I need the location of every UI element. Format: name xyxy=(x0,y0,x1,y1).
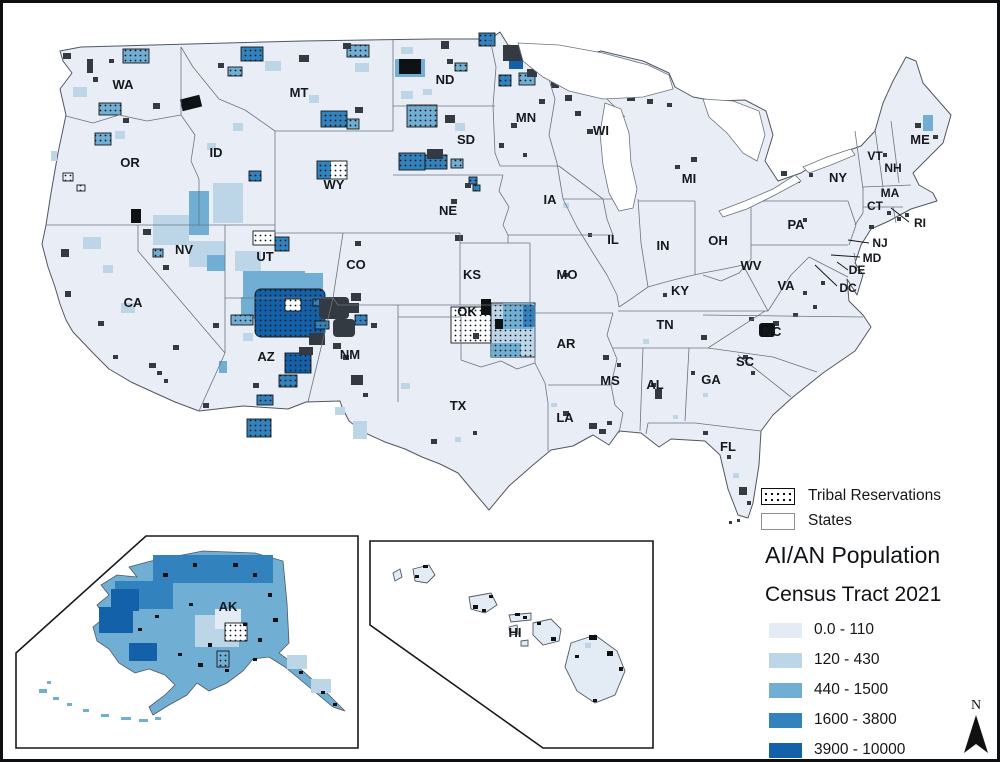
state-label-sc: SC xyxy=(736,354,755,369)
state-label-va: VA xyxy=(777,278,795,293)
class-label-3: 440 - 1500 xyxy=(814,681,889,698)
states-label: States xyxy=(808,512,852,529)
state-label-tn: TN xyxy=(656,317,673,332)
class-label-5: 3900 - 10000 xyxy=(814,741,906,758)
state-label-ok: OK xyxy=(457,304,477,319)
hawaii-inset: HI xyxy=(369,540,654,749)
black-tract-blobs xyxy=(131,59,775,337)
state-label-az: AZ xyxy=(257,349,274,364)
north-arrow: N xyxy=(964,698,988,753)
state-label-ar: AR xyxy=(557,336,576,351)
state-label-nc: NC xyxy=(763,324,782,339)
state-label-hi: HI xyxy=(509,625,522,640)
state-label-tx: TX xyxy=(450,398,467,413)
state-label-pa: PA xyxy=(787,217,805,232)
state-label-fl: FL xyxy=(720,439,736,454)
state-label-vt: VT xyxy=(867,149,883,163)
state-label-nd: ND xyxy=(436,72,455,87)
state-label-id: ID xyxy=(210,145,223,160)
state-label-nh: NH xyxy=(884,161,901,175)
state-label-or: OR xyxy=(120,155,140,170)
class-label-4: 1600 - 3800 xyxy=(814,711,897,728)
state-label-mn: MN xyxy=(516,110,536,125)
legend-title-line2: Census Tract 2021 xyxy=(765,583,942,606)
dark-tract-specks xyxy=(61,41,938,524)
north-arrow-icon xyxy=(964,715,988,753)
states-swatch xyxy=(761,512,795,530)
legend-title-line1: AI/AN Population xyxy=(765,542,941,568)
state-label-mt: MT xyxy=(290,85,309,100)
state-label-ia: IA xyxy=(544,192,558,207)
conus-landmass xyxy=(41,31,952,519)
legend-class-row: 120 - 430 xyxy=(769,651,997,669)
state-label-oh: OH xyxy=(708,233,728,248)
alaska-inset: AK xyxy=(15,535,359,749)
legend: Tribal Reservations States AI/AN Populat… xyxy=(761,487,997,759)
legend-class-row: 1600 - 3800 xyxy=(769,711,997,729)
state-label-ga: GA xyxy=(701,372,721,387)
state-label-ca: CA xyxy=(124,295,143,310)
state-label-in: IN xyxy=(657,238,670,253)
tribal-reservations-swatch xyxy=(761,487,795,505)
class-swatch-3 xyxy=(769,682,802,698)
class-label-2: 120 - 430 xyxy=(814,651,880,668)
tribal-reservations-label: Tribal Reservations xyxy=(808,487,941,504)
us-choropleth-map: WA OR ID MT WY NV UT CA AZ NM CO ND SD N… xyxy=(15,31,952,749)
state-label-al: AL xyxy=(646,377,663,392)
state-label-me: ME xyxy=(910,132,930,147)
state-label-dc: DC xyxy=(839,281,857,295)
legend-class-row: 3900 - 10000 xyxy=(769,741,997,759)
state-label-ny: NY xyxy=(829,170,847,185)
class-swatch-2 xyxy=(769,652,802,668)
state-label-ma: MA xyxy=(881,186,900,200)
state-label-ks: KS xyxy=(463,267,481,282)
north-arrow-label: N xyxy=(971,698,981,713)
state-label-md: MD xyxy=(863,251,882,265)
legend-row-states: States xyxy=(761,512,997,530)
state-label-ne: NE xyxy=(439,203,457,218)
state-label-nm: NM xyxy=(340,347,360,362)
state-label-ak: AK xyxy=(219,599,238,614)
state-label-wv: WV xyxy=(741,258,762,273)
state-label-nv: NV xyxy=(175,242,193,257)
state-label-il: IL xyxy=(607,232,619,247)
state-label-wi: WI xyxy=(593,123,609,138)
class-label-1: 0.0 - 110 xyxy=(814,621,875,638)
state-borders xyxy=(46,38,912,451)
state-label-ct: CT xyxy=(867,199,884,213)
state-label-sd: SD xyxy=(457,132,475,147)
state-label-de: DE xyxy=(849,263,866,277)
state-label-co: CO xyxy=(346,257,366,272)
state-label-ms: MS xyxy=(600,373,620,388)
legend-row-tribal: Tribal Reservations xyxy=(761,487,997,505)
state-labels: WA OR ID MT WY NV UT CA AZ NM CO ND SD N… xyxy=(113,72,931,454)
legend-class-row: 0.0 - 110 xyxy=(769,621,997,639)
class-swatch-4 xyxy=(769,712,802,728)
class-swatch-5 xyxy=(769,742,802,758)
great-lakes xyxy=(517,42,856,218)
state-label-nj: NJ xyxy=(872,236,887,250)
state-label-wy: WY xyxy=(324,177,345,192)
state-label-la: LA xyxy=(556,410,574,425)
state-label-mi: MI xyxy=(682,171,696,186)
leader-lines xyxy=(814,207,910,287)
state-label-mo: MO xyxy=(557,267,578,282)
state-label-ut: UT xyxy=(256,249,273,264)
aleutian-islands xyxy=(39,681,161,722)
legend-class-row: 440 - 1500 xyxy=(769,681,997,699)
state-label-ky: KY xyxy=(671,283,689,298)
class-swatch-1 xyxy=(769,622,802,638)
state-label-ri: RI xyxy=(914,216,926,230)
state-label-wa: WA xyxy=(113,77,135,92)
